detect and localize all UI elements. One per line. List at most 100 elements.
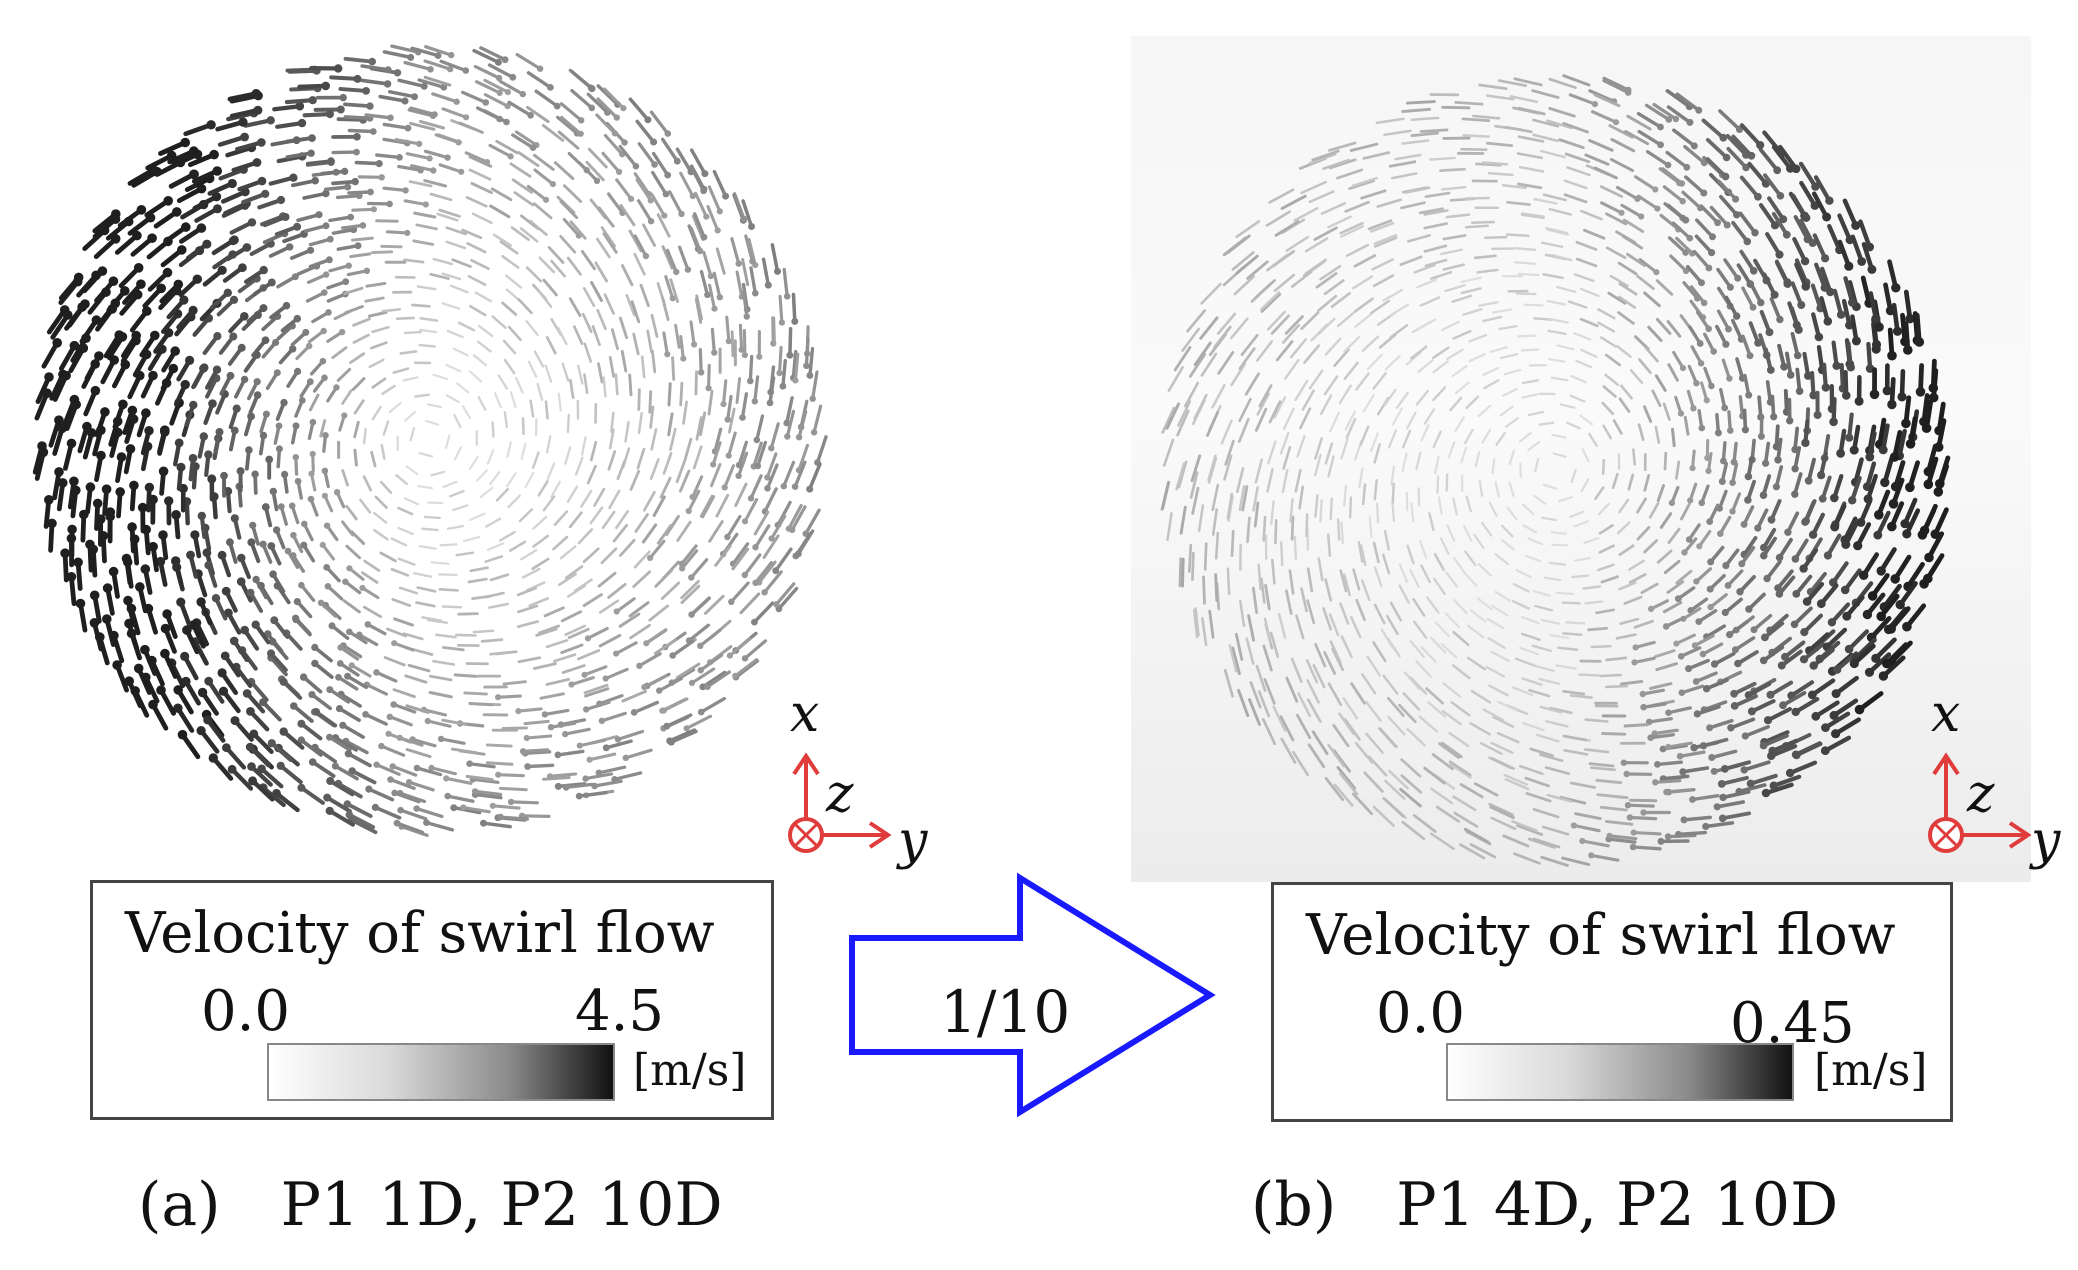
flow-vector [1643,291,1661,308]
flow-vector [468,702,494,707]
flow-vector [403,258,425,264]
flow-vector [472,48,501,65]
flow-vector [452,347,469,357]
flow-vector-head [94,351,104,361]
flow-vector [1781,690,1807,708]
flow-vector-head [236,577,246,586]
flow-vector-head [497,813,504,821]
flow-vector [1600,575,1619,584]
flow-vector-head [127,405,138,416]
flow-vector [1494,481,1500,498]
flow-vector-head [1693,710,1701,718]
flow-vector [1308,369,1324,390]
flow-vector [604,739,633,750]
flow-vector [1695,218,1715,239]
flow-vector [731,542,750,566]
flow-vector-head [223,288,232,297]
flow-vector-head [327,157,335,166]
flow-vector-head [1653,269,1660,276]
flow-vector [1465,395,1480,410]
flow-vector [385,230,409,235]
flow-vector-head [536,65,544,72]
flow-vector-head [656,687,663,694]
flow-vector [1280,737,1297,764]
flow-vector [1771,211,1789,237]
flow-vector [614,641,638,656]
flow-vector-head [259,431,268,440]
flow-vector-head [1629,843,1637,851]
flow-vector-head [1791,490,1799,498]
flow-vector-head [1696,340,1704,347]
flow-vector [1193,341,1212,367]
flow-vector [1491,457,1496,475]
flow-vector [1649,733,1675,740]
flow-vector-head [342,578,349,585]
flow-vector [509,391,517,409]
flow-vector [1522,524,1538,534]
flow-vector [1521,212,1545,218]
flow-vector [269,741,293,762]
flow-vector [1763,782,1794,796]
flow-vector [1223,454,1233,481]
flow-vector [229,767,254,791]
flow-vector [468,155,493,168]
flow-vector [496,773,525,778]
flow-vector [1598,544,1615,554]
flow-vector [1561,856,1591,867]
flow-vector-head [1876,566,1886,576]
flow-vector [726,394,733,422]
flow-vector-head [1719,793,1727,802]
flow-vector [1270,500,1275,526]
flow-vector-head [96,450,106,461]
flow-vector-head [1791,555,1800,563]
flow-vector [768,376,776,405]
flow-vector-head [1830,522,1840,532]
flow-vector [1573,273,1595,283]
flow-vector [743,553,762,577]
flow-vector [1671,221,1692,240]
flow-vector-head [1878,445,1888,455]
flow-vector-head [386,200,393,208]
flow-vector [1405,351,1423,366]
flow-vector [1460,147,1488,151]
flow-vector [1513,247,1537,251]
flow-vector [1550,376,1569,382]
flow-vector [1469,722,1491,736]
flow-vector [1366,353,1383,371]
flow-vector-head [294,477,302,485]
flow-vector [735,270,744,299]
flow-vector-head [1831,729,1841,739]
flow-vector [1432,346,1450,360]
flow-vector-head [444,154,451,161]
flow-vector-head [1761,788,1771,798]
flow-vector [1517,106,1546,116]
flow-vector [1415,660,1432,678]
flow-vector-head [112,416,123,427]
flow-vector-head [174,438,184,448]
flow-vector-head [1791,164,1801,174]
flow-vector [1654,374,1667,392]
flow-vector-head [1746,779,1755,788]
flow-vector [323,185,350,192]
flow-vector-head [199,432,208,441]
flow-vector [1402,429,1412,449]
flow-vector [1290,515,1295,541]
flow-vector [1636,526,1651,541]
flow-vector-head [1814,332,1824,342]
flow-vector-head [168,363,179,374]
flow-vector-head [553,102,561,110]
flow-vector [1499,405,1514,417]
flow-vector [1770,738,1799,754]
flow-vector [651,151,670,177]
flow-vector [1550,531,1567,535]
flow-vector [628,373,633,397]
flow-vector-head [1813,411,1822,419]
flow-vector [807,462,822,491]
flow-vector [1643,474,1651,492]
flow-vector [1355,372,1370,391]
flow-vector-head [267,649,275,658]
flow-vector [1294,468,1302,493]
flow-vector [1508,481,1515,497]
flow-vector [648,390,653,414]
flow-vector [1319,394,1333,416]
